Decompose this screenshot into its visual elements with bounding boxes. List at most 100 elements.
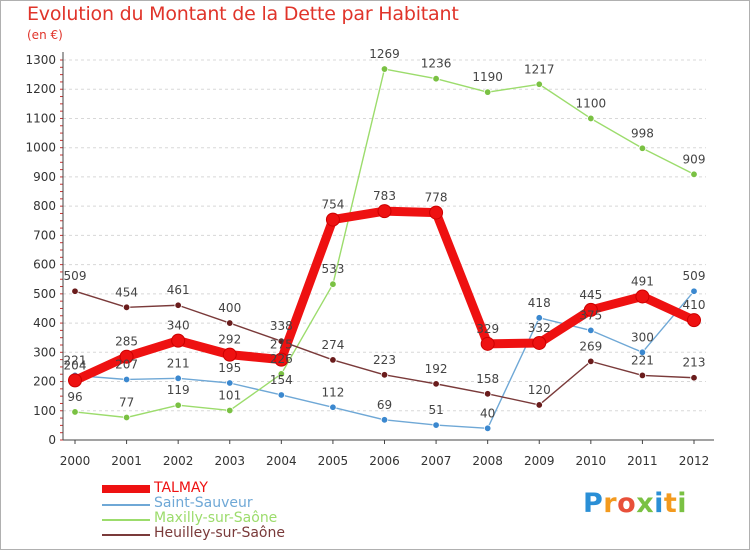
- data-point: [532, 335, 547, 350]
- y-tick-label: 600: [33, 258, 56, 272]
- data-label: 226: [270, 352, 293, 366]
- data-point: [535, 314, 543, 322]
- y-tick-label: 0: [48, 433, 56, 447]
- data-label: 509: [683, 269, 706, 283]
- data-label: 285: [115, 335, 138, 349]
- data-point: [122, 375, 131, 384]
- y-tick-label: 300: [33, 345, 56, 359]
- data-label: 998: [631, 126, 654, 140]
- data-label: 332: [528, 321, 551, 335]
- x-tick-label: 2004: [266, 454, 297, 468]
- y-tick-label: 1000: [25, 141, 56, 155]
- data-point: [277, 370, 286, 378]
- data-point: [480, 336, 495, 351]
- data-point: [690, 170, 698, 178]
- x-tick-label: 2001: [111, 454, 142, 468]
- logo-letter: t: [663, 488, 678, 519]
- data-label: 69: [377, 398, 392, 412]
- data-label: 211: [167, 356, 190, 370]
- chart-subtitle: (en €): [27, 28, 63, 42]
- x-tick-label: 2010: [576, 454, 607, 468]
- data-point: [329, 403, 337, 411]
- y-tick-label: 1200: [25, 82, 56, 96]
- x-tick-label: 2005: [318, 454, 349, 468]
- data-point: [380, 65, 389, 73]
- x-tick-label: 2012: [679, 454, 710, 468]
- data-label: 1100: [576, 96, 607, 110]
- data-label: 120: [528, 383, 551, 397]
- logo-letter: i: [677, 488, 688, 519]
- data-label: 204: [64, 358, 87, 372]
- data-label: 400: [218, 301, 241, 315]
- x-tick-label: 2000: [60, 454, 91, 468]
- y-tick-label: 400: [33, 316, 56, 330]
- data-label: 754: [321, 198, 344, 212]
- data-point: [68, 373, 82, 388]
- data-label: 269: [579, 339, 602, 353]
- data-point: [174, 301, 182, 309]
- data-label: 195: [218, 361, 241, 375]
- data-point: [174, 401, 182, 409]
- legend-label: Heuilley-sur-Saône: [154, 525, 285, 541]
- legend-label: Maxilly-sur-Saône: [154, 510, 278, 526]
- data-point: [690, 374, 698, 382]
- data-label: 783: [373, 189, 396, 203]
- data-point: [119, 349, 134, 364]
- data-label: 221: [631, 353, 654, 367]
- plot-area: [63, 60, 706, 440]
- data-point: [638, 144, 647, 152]
- data-label: 292: [218, 333, 241, 347]
- proxiti-logo: Proxiti: [583, 488, 687, 519]
- data-label: 445: [579, 288, 602, 302]
- logo-letter: o: [617, 488, 637, 519]
- data-label: 275: [270, 338, 293, 352]
- legend-swatch: [102, 485, 150, 493]
- data-point: [535, 401, 543, 409]
- data-point: [429, 205, 444, 220]
- y-tick-label: 1100: [25, 111, 56, 125]
- x-tick-label: 2007: [421, 454, 452, 468]
- data-label: 51: [428, 403, 443, 417]
- data-label: 375: [579, 308, 602, 322]
- data-point: [226, 319, 234, 327]
- data-point: [226, 406, 234, 415]
- data-point: [432, 421, 440, 429]
- data-point: [583, 302, 598, 317]
- data-label: 77: [119, 395, 134, 409]
- x-tick-label: 2003: [214, 454, 245, 468]
- data-label: 112: [321, 385, 344, 399]
- data-label: 909: [683, 152, 706, 166]
- data-point: [638, 371, 647, 380]
- x-tick-label: 2009: [524, 454, 555, 468]
- data-point: [432, 380, 440, 388]
- data-label: 1236: [421, 57, 452, 71]
- data-label: 40: [480, 406, 495, 420]
- data-point: [226, 379, 234, 387]
- data-point: [380, 416, 389, 424]
- data-label: 300: [631, 330, 654, 344]
- data-label: 96: [67, 390, 82, 404]
- data-label: 223: [373, 353, 396, 367]
- y-tick-label: 100: [33, 404, 56, 418]
- data-label: 154: [270, 373, 293, 387]
- data-label: 1190: [472, 70, 503, 84]
- logo-letter: r: [603, 488, 618, 519]
- data-label: 533: [321, 262, 344, 276]
- x-tick-label: 2006: [369, 454, 400, 468]
- data-label: 119: [167, 383, 190, 397]
- data-label: 509: [64, 269, 87, 283]
- y-tick-label: 200: [33, 375, 56, 389]
- data-point: [174, 374, 182, 383]
- x-tick-label: 2008: [472, 454, 503, 468]
- y-tick-label: 500: [33, 287, 56, 301]
- data-point: [329, 356, 337, 364]
- data-label: 491: [631, 274, 654, 288]
- legend-swatch: [102, 534, 150, 536]
- data-point: [122, 413, 131, 422]
- data-label: 274: [321, 338, 344, 352]
- data-label: 410: [683, 298, 706, 312]
- data-point: [71, 408, 79, 416]
- logo-letter: P: [583, 488, 604, 519]
- legend-label: Saint-Sauveur: [154, 495, 253, 511]
